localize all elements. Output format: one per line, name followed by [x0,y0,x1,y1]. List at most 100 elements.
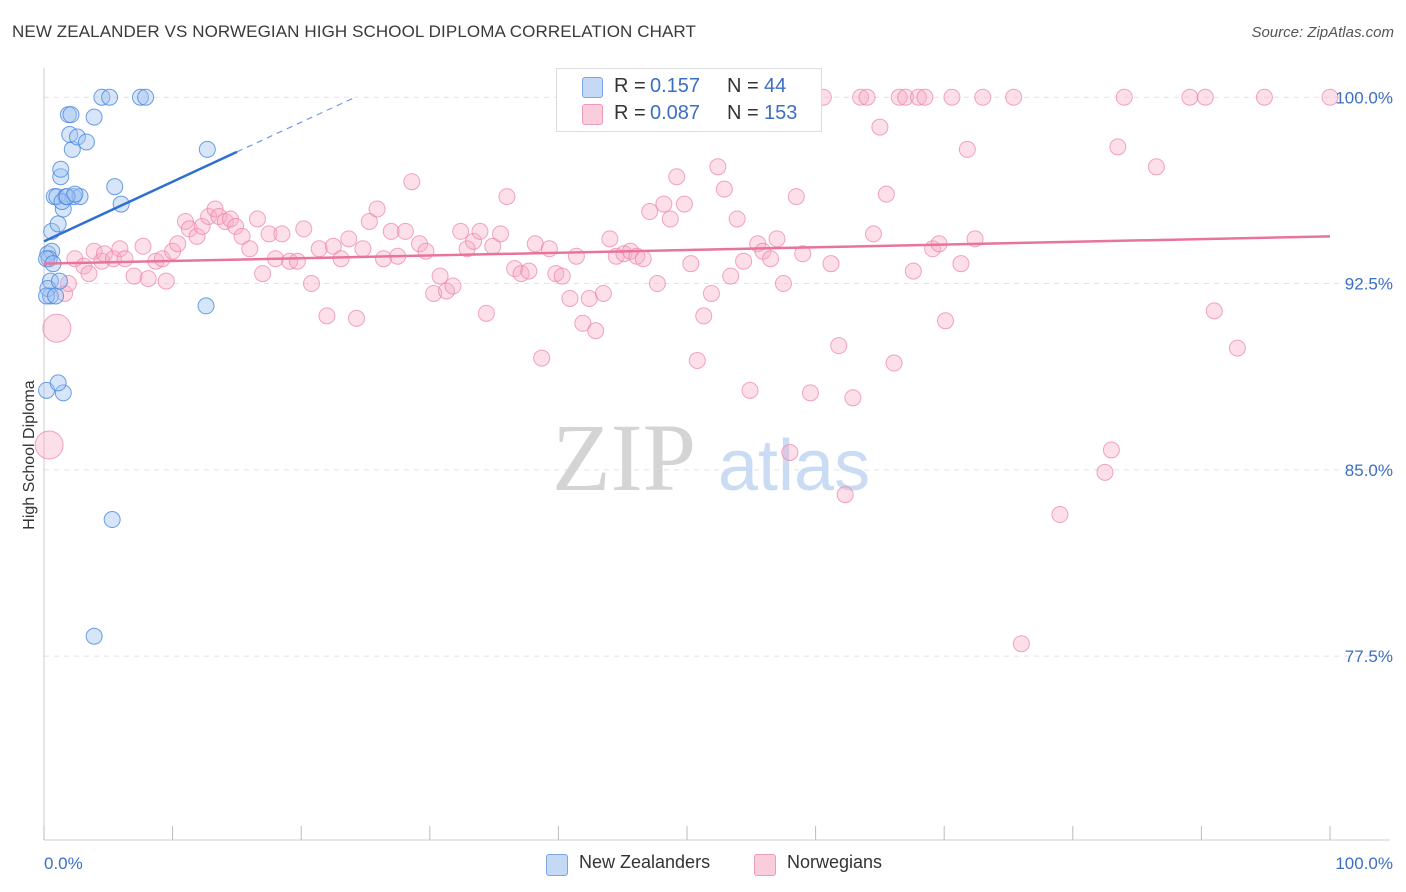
new-zealanders-trend-extension [236,96,356,153]
norwegian-point [655,195,673,213]
new-zealander-point [85,627,103,645]
tick-labels: 100.0% 92.5% 85.0% 77.5% 0.0% 100.0% [44,88,1393,873]
norwegian-point [241,240,259,258]
new-zealander-point [68,128,86,146]
new-zealander-point [52,168,70,186]
norwegian-point [1255,88,1273,106]
norwegians-trend-line [43,235,1331,265]
correlation-legend: R = 0.157 N = 44 R = 0.087 N = 153 [556,68,822,132]
norwegian-point [1102,441,1120,459]
new-zealander-point [197,297,215,315]
x-tick-label: 100.0% [1335,854,1393,873]
legend-r-value: 0.157 [650,75,701,97]
norwegian-point [1196,88,1214,106]
new-zealander-point [198,140,216,158]
legend-r-label: R = [614,102,646,124]
norwegian-point [885,354,903,372]
norwegian-point [340,230,358,248]
norwegian-point [431,267,449,285]
legend-n-value: 153 [764,102,798,124]
norwegian-point [1181,88,1199,106]
norwegian-point [958,140,976,158]
norwegian-point [1228,339,1246,357]
norwegian-point [471,222,489,240]
new-zealanders-points [38,88,216,645]
new-zealander-point [62,106,80,124]
new-zealander-point [49,374,67,392]
legend-r-value: 0.087 [650,102,701,124]
y-tick-label: 92.5% [1345,275,1393,294]
norwegian-point [1012,635,1030,653]
norwegian-point [952,255,970,273]
x-tick-label: 0.0% [44,854,83,873]
norwegian-point [520,262,538,280]
trend-lines [43,96,1331,265]
norwegian-point [675,195,693,213]
norwegian-point [1147,158,1165,176]
norwegian-point [661,210,679,228]
norwegian-point [871,118,889,136]
norwegian-point [498,188,516,206]
norwegian-point [904,262,922,280]
norwegian-point [233,227,251,245]
norwegian-point [574,314,592,332]
new-zealander-point [103,511,121,529]
norwegian-point [762,250,780,268]
norwegian-point [735,252,753,270]
y-tick-label: 77.5% [1345,647,1393,666]
norwegians-swatch [582,104,603,125]
norwegian-point [781,443,799,461]
new-zealander-point [49,215,67,233]
norwegian-point [248,210,266,228]
norwegian-point [890,88,908,106]
norwegian-point [897,88,915,106]
norwegian-point [125,267,143,285]
norwegian-point [324,237,342,255]
norwegian-point [1205,302,1223,320]
norwegian-point [864,225,882,243]
new-zealanders-trend-line [43,150,238,243]
norwegian-point [111,240,129,258]
new-zealander-point [50,272,68,290]
new-zealander-point [47,287,65,305]
norwegian-point [688,352,706,370]
norwegian-point [1115,88,1133,106]
source-note: Source: ZipAtlas.com [1251,24,1394,41]
new-zealander-point [54,384,72,402]
norwegian-point [641,203,659,221]
norwegian-point [787,188,805,206]
y-tick-label: 100.0% [1335,88,1393,107]
new-zealander-point [137,88,155,106]
norwegian-point [836,486,854,504]
norwegian-point [169,235,187,253]
legend-n-value: 44 [764,75,787,97]
norwegian-point [728,210,746,228]
norwegian-point [648,275,666,293]
norwegian-point [360,212,378,230]
norwegian-point [1005,88,1023,106]
norwegian-point [188,227,206,245]
norwegian-point [822,255,840,273]
norwegian-point [116,250,134,268]
norwegian-point [368,200,386,218]
norwegian-point [477,304,495,322]
norwegian-point [580,289,598,307]
norwegian-point [1096,463,1114,481]
norwegian-point [452,222,470,240]
norwegian-point [396,222,414,240]
norwegian-point [594,284,612,302]
new-zealanders-swatch [546,854,568,876]
norwegian-point [80,265,98,283]
legend-row-norwegians: R = 0.087 N = 153 [557,100,821,128]
norwegian-point [722,267,740,285]
norwegian-point [877,185,895,203]
new-zealander-point [85,108,103,126]
norwegian-point [774,275,792,293]
new-zealander-point [77,133,95,151]
norwegian-point [403,173,421,191]
legend-n-label: N = [727,102,759,124]
norwegian-point [273,225,291,243]
norwegian-point [1051,506,1069,524]
norwegian-point [139,270,157,288]
norwegian-point [634,250,652,268]
